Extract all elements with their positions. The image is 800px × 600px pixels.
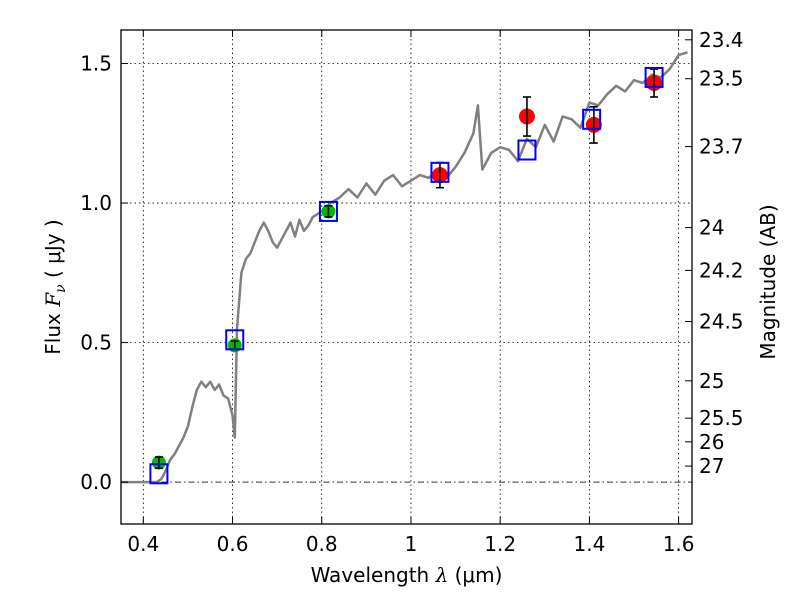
x-axis-label: Wavelength λ (μm) <box>311 563 503 587</box>
spectrum-layer <box>121 51 688 484</box>
mag-tick-label: 24.2 <box>699 258 744 282</box>
y2-axis-label: Magnitude (AB) <box>756 204 780 359</box>
x-axis-label-symbol: λ <box>435 563 449 587</box>
y-axis-label-prefix: Flux <box>41 307 65 355</box>
mag-tick-label: 23.7 <box>699 135 744 159</box>
spectrum-line <box>121 51 688 484</box>
y-tick-label: 0.5 <box>80 331 112 355</box>
model-square <box>582 108 602 130</box>
x-axis-label-prefix: Wavelength <box>311 563 436 587</box>
y-axis-label-suffix: ( μJy ) <box>41 219 65 284</box>
x-axis-label-suffix: (μm) <box>448 563 502 587</box>
y-axis-label-subscript: ν <box>53 284 69 293</box>
x-tick-label: 1.6 <box>663 532 695 556</box>
mag-tick-label: 26 <box>699 430 724 454</box>
plot-frame <box>120 29 693 525</box>
y-tick-label: 0.0 <box>80 470 112 494</box>
model-square <box>149 463 169 485</box>
mag-tick-label: 27 <box>699 454 724 478</box>
y-axis-label: Flux Fν ( μJy ) <box>41 219 69 354</box>
marks-layer <box>149 66 664 485</box>
mag-tick-label: 23.5 <box>699 67 744 91</box>
x-tick-label: 0.8 <box>306 532 338 556</box>
y-axis-label-symbol: F <box>41 292 65 308</box>
x-tick-label: 1 <box>405 532 418 556</box>
model-square <box>430 161 450 183</box>
y-tick-label: 1.0 <box>80 191 112 215</box>
y-tick-label: 1.5 <box>80 51 112 75</box>
grid-layer <box>121 30 692 524</box>
x-tick-label: 1.2 <box>484 532 516 556</box>
model-square <box>225 329 245 351</box>
model-square <box>517 139 537 161</box>
mag-tick-label: 23.4 <box>699 28 744 52</box>
mag-tick-label: 25.5 <box>699 406 744 430</box>
x-tick-label: 1.4 <box>573 532 605 556</box>
mag-tick-label: 25 <box>699 369 724 393</box>
x-tick-label: 0.6 <box>217 532 249 556</box>
model-square <box>644 66 664 88</box>
x-tick-label: 0.4 <box>127 532 159 556</box>
mag-tick-label: 24.5 <box>699 310 744 334</box>
model-square <box>318 200 338 222</box>
mag-tick-label: 24 <box>699 216 724 240</box>
ticks-layer: 0.4 0.6 0.8 1 1.2 1.4 1.6 0.0 0.5 1.0 1.5 23.4 23.5 2… <box>80 28 743 556</box>
